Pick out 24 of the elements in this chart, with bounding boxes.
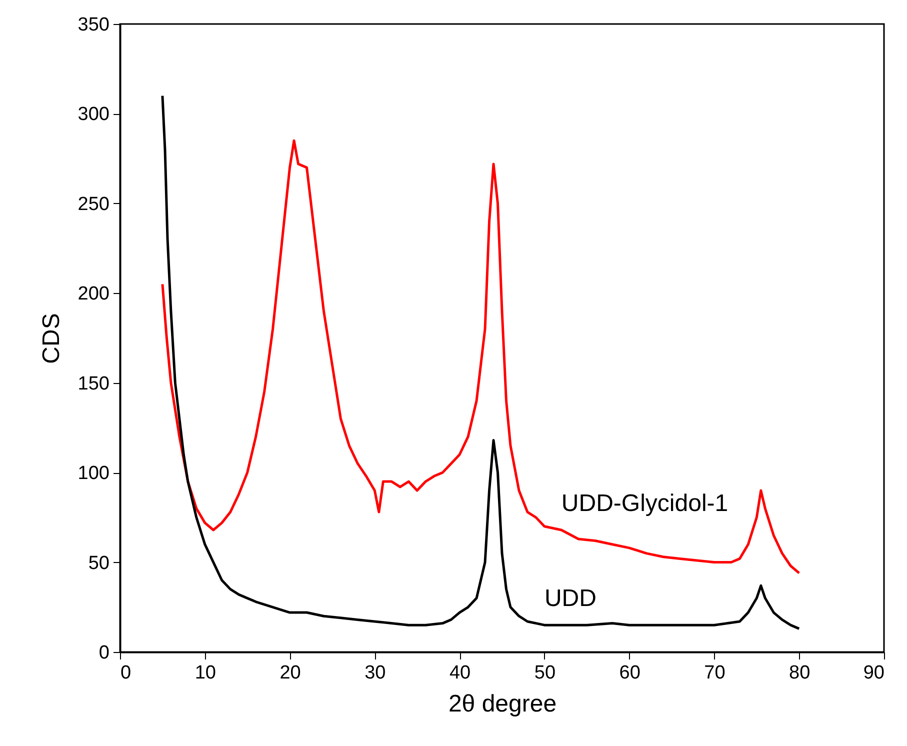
x-tick-label: 30 bbox=[364, 662, 386, 684]
x-tick-label: 60 bbox=[619, 662, 640, 684]
y-tick-label: 200 bbox=[78, 284, 110, 305]
x-tick-label: 20 bbox=[280, 662, 301, 684]
line-series bbox=[161, 139, 800, 574]
x-tick-label: 50 bbox=[534, 662, 556, 684]
y-tick-label: 250 bbox=[78, 194, 110, 215]
y-axis-title: CDS bbox=[38, 313, 65, 364]
y-tick-label: 100 bbox=[78, 463, 110, 484]
y-tick-label: 50 bbox=[88, 552, 110, 574]
x-axis-title: 2θ degree bbox=[448, 690, 557, 718]
y-tick-label: 0 bbox=[98, 642, 110, 664]
x-tick-label: 0 bbox=[120, 662, 132, 684]
x-tick-label: 80 bbox=[789, 662, 810, 684]
series-label: UDD bbox=[544, 585, 596, 612]
y-tick-label: 350 bbox=[78, 14, 110, 36]
y-tick-label: 300 bbox=[78, 104, 110, 126]
line-series bbox=[161, 94, 800, 630]
x-tick-label: 40 bbox=[449, 662, 471, 684]
series-label: UDD-Glycidol-1 bbox=[561, 490, 728, 517]
x-tick-label: 90 bbox=[863, 662, 884, 684]
y-tick-label: 150 bbox=[78, 373, 110, 394]
x-tick-label: 10 bbox=[194, 662, 216, 684]
x-tick-label: 70 bbox=[704, 662, 726, 684]
